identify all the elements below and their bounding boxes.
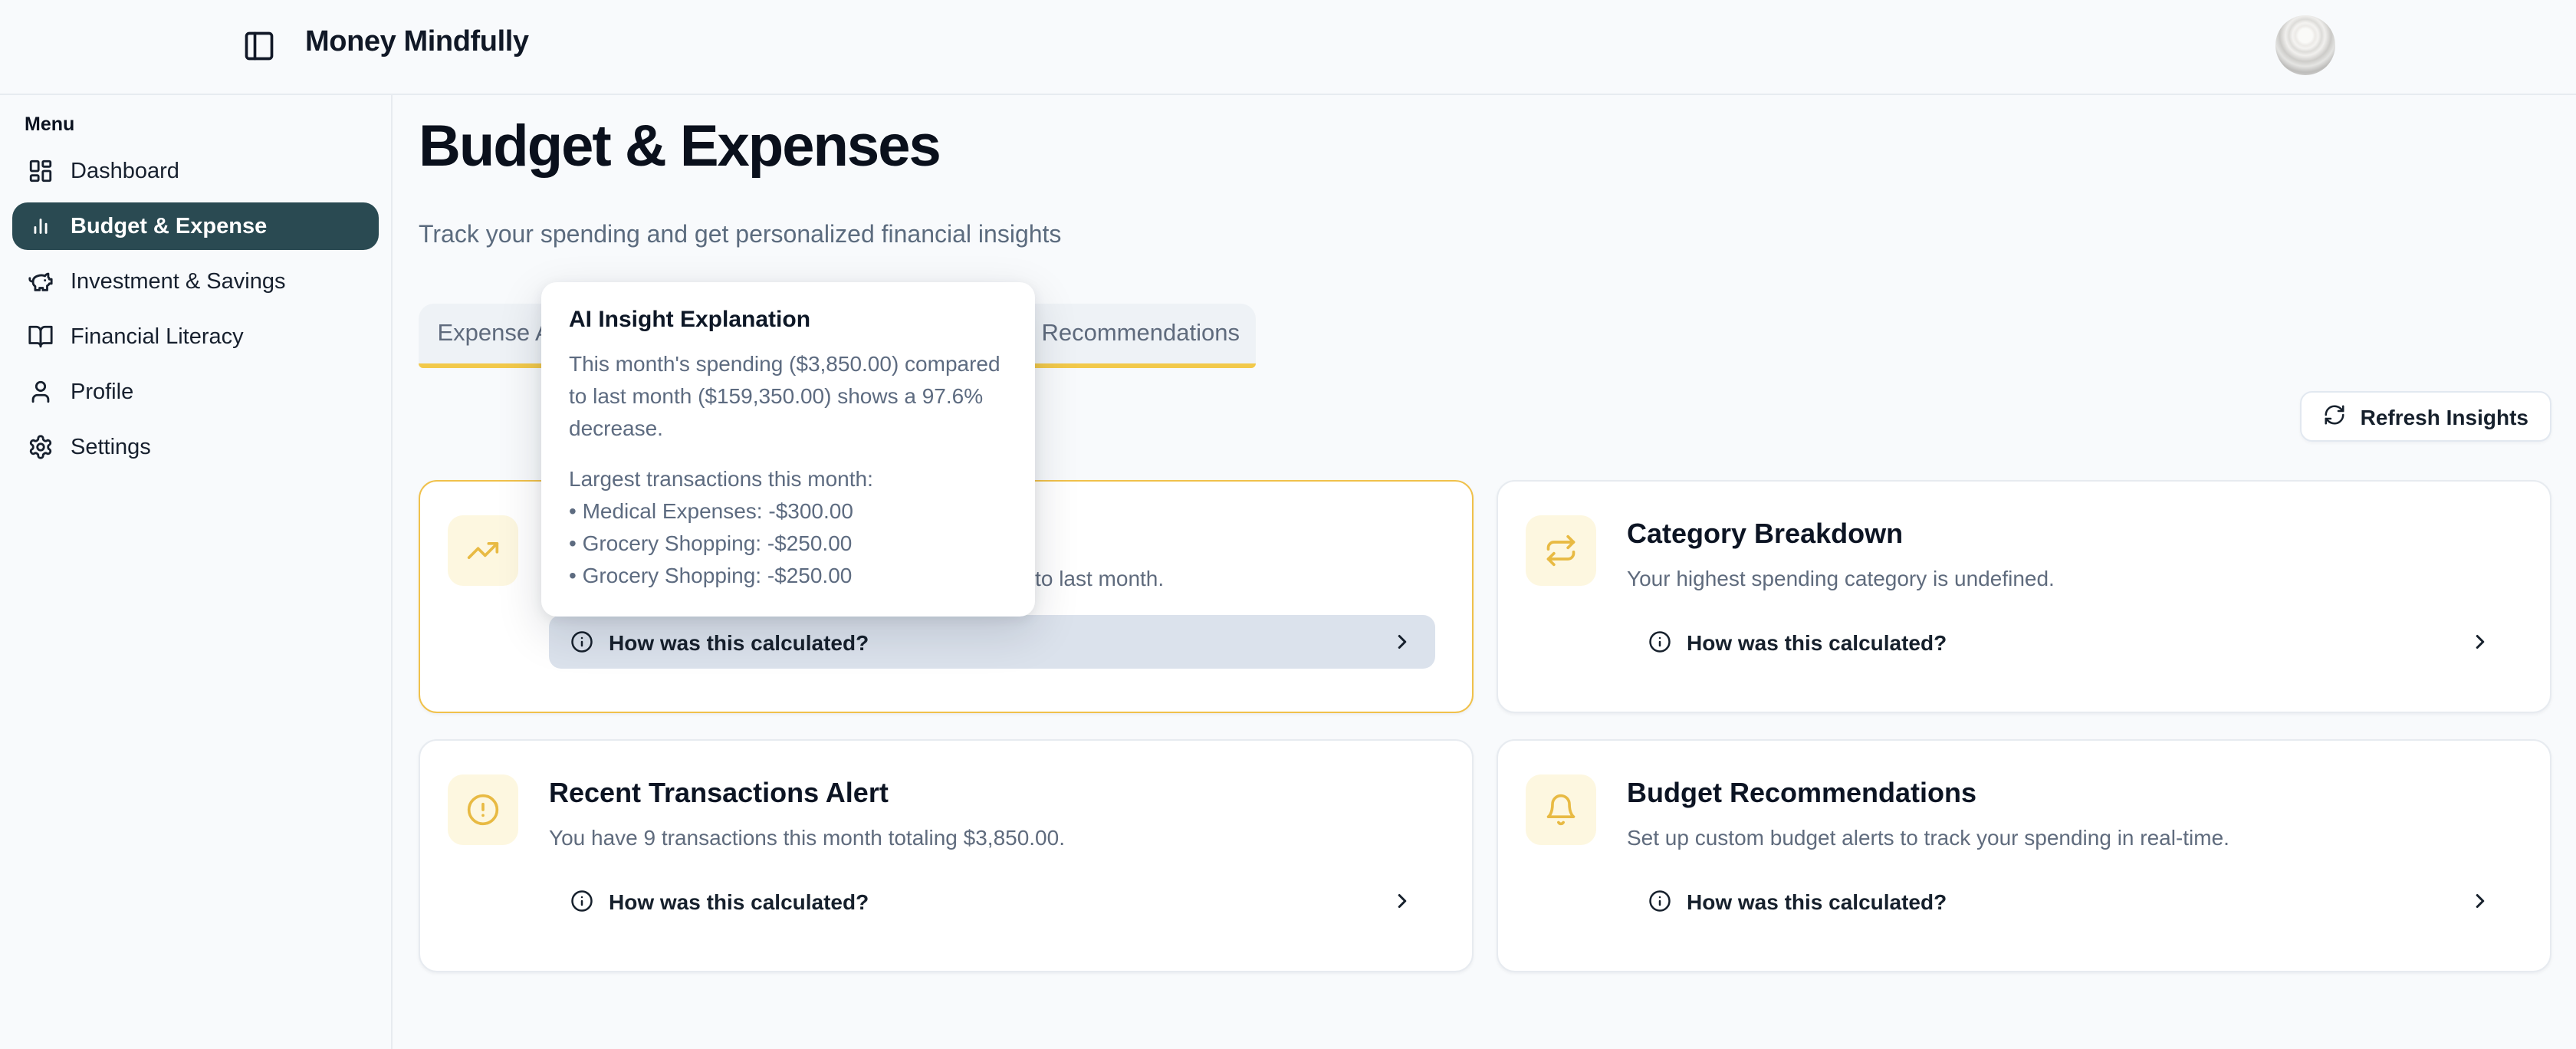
card-description: You have 9 transactions this month total…: [549, 825, 1065, 850]
sidebar-item-label: Investment & Savings: [71, 269, 286, 294]
chevron-right-icon: [1391, 630, 1414, 653]
how-calculated-button[interactable]: How was this calculated?: [549, 615, 1435, 669]
sidebar-item-label: Financial Literacy: [71, 324, 244, 349]
popover-title: AI Insight Explanation: [569, 307, 811, 333]
sidebar-menu-label: Menu: [25, 113, 75, 135]
popover-bullet: • Grocery Shopping: -$250.00: [569, 531, 853, 555]
card-body: Recent Transactions Alert You have 9 tra…: [549, 774, 1435, 940]
sidebar-item-settings[interactable]: Settings: [12, 423, 379, 471]
card-description: Set up custom budget alerts to track you…: [1627, 825, 2229, 850]
popover-bullet: • Medical Expenses: -$300.00: [569, 498, 853, 523]
info-icon: [1648, 890, 1671, 913]
info-icon: [1648, 630, 1671, 653]
refresh-icon: [2324, 403, 2347, 430]
piggy-bank-icon: [28, 268, 54, 294]
card-title: Recent Transactions Alert: [549, 778, 889, 808]
refresh-insights-label: Refresh Insights: [2360, 404, 2528, 429]
chevron-right-icon: [1391, 890, 1414, 913]
card-title: Budget Recommendations: [1627, 778, 1977, 808]
repeat-icon: [1526, 515, 1596, 586]
card-title: Category Breakdown: [1627, 518, 1904, 549]
avatar[interactable]: [2275, 15, 2335, 75]
how-calculated-button[interactable]: How was this calculated?: [1627, 874, 2513, 928]
how-calculated-label: How was this calculated?: [609, 630, 869, 654]
sidebar: Menu Dashboard Budget & Expense Investme…: [0, 94, 393, 1049]
popover-transactions-heading: Largest transactions this month:: [569, 466, 873, 491]
alert-circle-icon: [448, 774, 518, 845]
sidebar-item-dashboard[interactable]: Dashboard: [12, 147, 379, 195]
insight-card-budget-recommendations: Budget Recommendations Set up custom bud…: [1497, 739, 2551, 972]
sidebar-item-label: Settings: [71, 435, 151, 459]
card-body: Budget Recommendations Set up custom bud…: [1627, 774, 2513, 940]
sidebar-item-budget-expense[interactable]: Budget & Expense: [12, 202, 379, 250]
popover-bullet: • Grocery Shopping: -$250.00: [569, 563, 853, 587]
app-header: Money Mindfully: [0, 0, 2576, 95]
sidebar-item-label: Budget & Expense: [71, 214, 268, 238]
sidebar-toggle-button[interactable]: [238, 26, 281, 69]
chevron-right-icon: [2469, 630, 2492, 653]
sidebar-item-label: Dashboard: [71, 159, 179, 183]
card-body: Category Breakdown Your highest spending…: [1627, 515, 2513, 681]
user-icon: [28, 379, 54, 405]
sidebar-item-profile[interactable]: Profile: [12, 368, 379, 416]
bar-chart-icon: [28, 213, 54, 239]
page-subtitle: Track your spending and get personalized…: [419, 222, 1062, 248]
info-icon: [570, 630, 593, 653]
ai-insight-popover: AI Insight Explanation This month's spen…: [541, 282, 1035, 617]
how-calculated-button[interactable]: How was this calculated?: [549, 874, 1435, 928]
gear-icon: [28, 434, 54, 460]
sidebar-item-label: Profile: [71, 380, 134, 404]
info-icon: [570, 890, 593, 913]
page-title: Budget & Expenses: [419, 115, 941, 179]
popover-paragraph: This month's spending ($3,850.00) compar…: [569, 351, 1001, 440]
how-calculated-label: How was this calculated?: [609, 889, 869, 913]
app-title: Money Mindfully: [305, 26, 529, 58]
sidebar-nav: Dashboard Budget & Expense Investment & …: [0, 147, 391, 471]
insight-cards-grid: Your spending has decreased by 97.6% com…: [419, 480, 2551, 972]
how-calculated-label: How was this calculated?: [1687, 630, 1947, 654]
chevron-right-icon: [2469, 890, 2492, 913]
insight-card-category-breakdown: Category Breakdown Your highest spending…: [1497, 480, 2551, 713]
card-description: Your highest spending category is undefi…: [1627, 566, 2055, 590]
dashboard-icon: [28, 158, 54, 184]
bell-icon: [1526, 774, 1596, 845]
insight-card-recent-transactions: Recent Transactions Alert You have 9 tra…: [419, 739, 1474, 972]
sidebar-item-financial-literacy[interactable]: Financial Literacy: [12, 313, 379, 360]
how-calculated-label: How was this calculated?: [1687, 889, 1947, 913]
sidebar-item-investment-savings[interactable]: Investment & Savings: [12, 258, 379, 305]
how-calculated-button[interactable]: How was this calculated?: [1627, 615, 2513, 669]
trending-up-icon: [448, 515, 518, 586]
refresh-insights-button[interactable]: Refresh Insights: [2300, 391, 2551, 442]
panel-left-icon: [242, 31, 276, 67]
book-open-icon: [28, 324, 54, 350]
